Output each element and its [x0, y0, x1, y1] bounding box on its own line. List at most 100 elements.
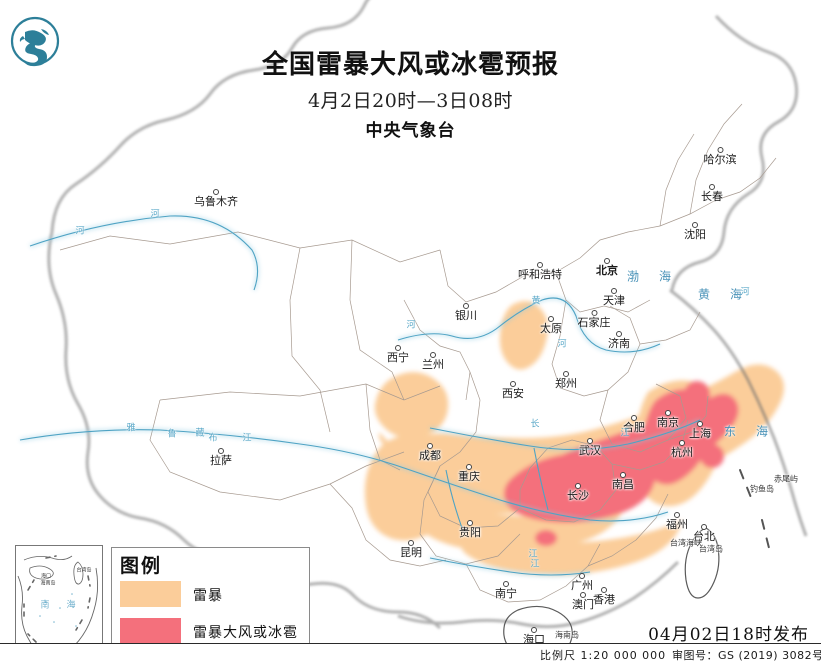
city-label: 兰州 [422, 352, 444, 370]
city-label: 南昌 [612, 472, 634, 490]
city-name-text: 成都 [419, 449, 441, 462]
city-marker-dot [587, 438, 593, 444]
province-border-layer [59, 103, 777, 603]
river-line-layer [19, 215, 701, 576]
city-name-text: 西宁 [387, 351, 409, 364]
hazard-zone-south-extension [460, 520, 682, 575]
hazard-zone-zhejiang-spot [700, 444, 724, 468]
city-label: 福州 [666, 512, 688, 530]
city-name-text: 石家庄 [577, 316, 611, 329]
city-label: 武汉 [579, 438, 601, 456]
river-label: 河 [406, 320, 416, 331]
city-label: 香港 [593, 587, 615, 605]
issuing-organization: 中央气象台 [365, 121, 456, 141]
legend-swatch-gale-or-hail [120, 618, 181, 644]
city-label: 贵阳 [459, 520, 481, 538]
map-approval-number: 审图号：GS (2019) 3082号 [672, 649, 821, 662]
city-name-text: 乌鲁木齐 [194, 195, 238, 208]
city-name-text: 合肥 [623, 421, 645, 434]
river-label: 江 [242, 433, 252, 444]
river-label: 布 [208, 433, 218, 444]
city-marker-dot [611, 288, 617, 294]
city-label: 太原 [540, 316, 562, 334]
city-name-text: 兰州 [422, 358, 444, 371]
city-marker-dot [631, 415, 637, 421]
city-marker-dot [616, 331, 622, 337]
city-name-text: 海口 [523, 633, 545, 646]
city-name-text: 南昌 [612, 478, 634, 491]
city-marker-dot [427, 443, 433, 449]
city-name-text: 济南 [608, 337, 630, 350]
island-label: 钓鱼岛 [750, 484, 774, 494]
hazard-zone-hubei-spot [524, 472, 552, 496]
legend-label-gale-or-hail: 雷暴大风或冰雹 [193, 625, 298, 641]
city-name-text: 天津 [603, 294, 625, 307]
city-label: 广州 [571, 573, 593, 591]
hazard-zone-layer [364, 300, 784, 575]
city-marker-dot [395, 345, 401, 351]
city-label: 海口 [523, 627, 545, 645]
map-scale-text: 比例尺 1:20 000 000 [540, 649, 667, 662]
city-name-text: 沈阳 [684, 228, 706, 241]
city-label: 西安 [502, 381, 524, 399]
city-marker-dot [213, 189, 219, 195]
city-label: 长沙 [567, 483, 589, 501]
city-label: 拉萨 [210, 448, 232, 466]
city-marker-dot [679, 440, 685, 446]
sea-label: 渤 海 [626, 269, 676, 284]
city-marker-dot [510, 381, 516, 387]
city-label: 长春 [701, 184, 723, 202]
city-marker-dot [604, 258, 610, 264]
page-title: 全国雷暴大风或冰雹预报 [261, 50, 559, 80]
river-label: 鲁 [167, 429, 177, 440]
city-name-text: 南宁 [495, 587, 517, 600]
city-name-text: 长沙 [567, 489, 589, 502]
city-label: 台北 [693, 524, 715, 542]
city-name-text: 太原 [540, 322, 562, 335]
city-marker-dot [563, 371, 569, 377]
hazard-zone-anhui-spot [684, 381, 710, 407]
sea-label: 黄 海 [697, 287, 747, 302]
city-name-text: 贵阳 [459, 526, 481, 539]
city-name-text: 重庆 [458, 470, 480, 483]
city-marker-dot [466, 464, 472, 470]
city-marker-dot [601, 587, 607, 593]
city-label: 哈尔滨 [704, 147, 737, 165]
city-label: 重庆 [458, 464, 480, 482]
city-marker-dot [701, 524, 707, 530]
city-label: 石家庄 [578, 310, 611, 328]
city-name-text: 武汉 [579, 444, 601, 457]
river-label: 河 [740, 287, 750, 298]
forecast-valid-period: 4月2日20时—3日08时 [307, 90, 514, 112]
city-marker-dot [537, 262, 543, 268]
city-marker-dot [575, 483, 581, 489]
footer-bar: 比例尺 1:20 000 000 审图号：GS (2019) 3082号 [0, 643, 821, 665]
national-border-layer [47, 0, 808, 630]
inset-place-label: 海南岛 [40, 580, 56, 587]
city-label: 上海 [689, 421, 711, 439]
city-marker-dot [692, 222, 698, 228]
city-label: 天津 [603, 288, 625, 306]
city-name-text: 上海 [689, 427, 711, 440]
city-marker-dot [709, 184, 715, 190]
city-marker-dot [580, 592, 586, 598]
legend-box: 图例 雷暴 雷暴大风或冰雹 [111, 547, 310, 652]
issue-time-text: 04月02日18时发布 [648, 625, 809, 645]
river-label: 藏 [195, 428, 205, 439]
city-marker-dot [591, 310, 597, 316]
hazard-zone-gansu-qinghai-blob [374, 372, 449, 439]
city-marker-dot [467, 520, 473, 526]
city-marker-dot [697, 421, 703, 427]
island-label: 台湾海峡 [670, 538, 702, 548]
island-label: 台湾岛 [699, 544, 723, 554]
city-label: 乌鲁木齐 [194, 189, 238, 207]
inset-place-label: 海口 [40, 573, 52, 580]
city-label: 合肥 [623, 415, 645, 433]
city-label: 南宁 [495, 581, 517, 599]
legend-title: 图例 [120, 555, 163, 577]
inset-sea-label: 南 海 [40, 600, 80, 611]
river-label: 长 [530, 419, 540, 430]
cma-dragon-logo [10, 16, 60, 67]
